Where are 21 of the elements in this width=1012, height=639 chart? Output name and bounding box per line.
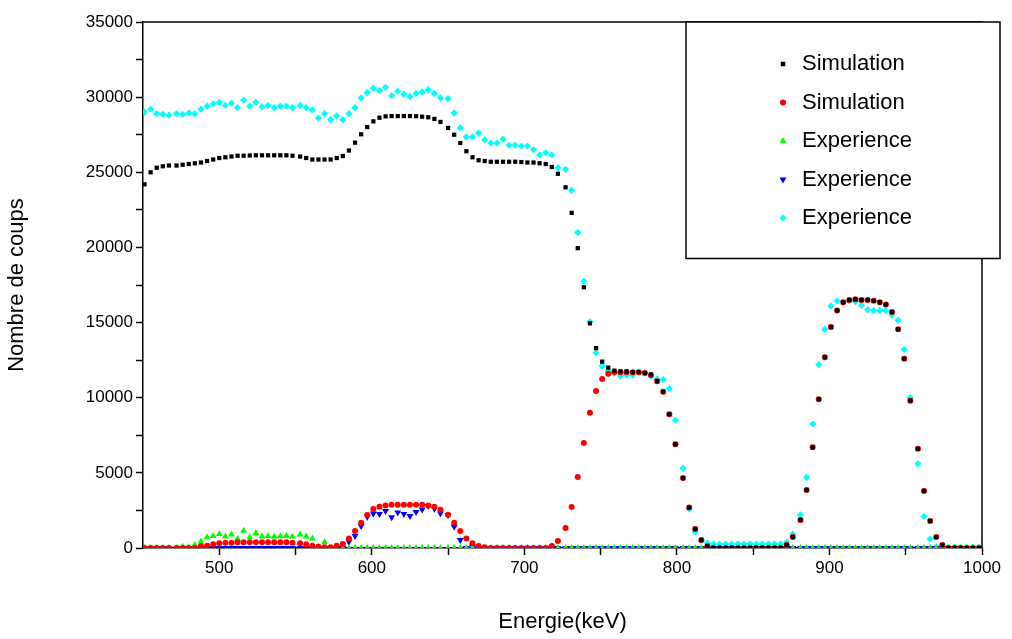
y-tick-label: 20000	[85, 237, 133, 257]
x-axis-title: Energie(keV)	[498, 607, 627, 633]
y-tick-label: 35000	[85, 11, 133, 31]
legend-label: Experience	[802, 204, 913, 230]
legend-label: Simulation	[802, 88, 905, 114]
y-tick-label: 25000	[85, 161, 133, 181]
x-tick-label: 500	[205, 557, 234, 577]
y-tick-label: 30000	[85, 86, 133, 106]
legend-label: Experience	[802, 127, 913, 153]
legend-label: Simulation	[802, 50, 905, 76]
x-tick-label: 600	[357, 557, 387, 577]
y-tick-label: 15000	[85, 312, 133, 332]
legend-label: Experience	[802, 165, 913, 191]
y-tick-label: 10000	[85, 387, 133, 407]
x-tick-label: 700	[510, 557, 539, 577]
y-axis-title: Nombre de coups	[3, 198, 29, 372]
x-tick-label: 1000	[963, 557, 1001, 577]
y-tick-label: 0	[123, 537, 133, 557]
x-tick-label: 900	[815, 557, 844, 577]
y-tick-label: 5000	[95, 462, 133, 482]
x-tick-label: 800	[662, 557, 692, 577]
